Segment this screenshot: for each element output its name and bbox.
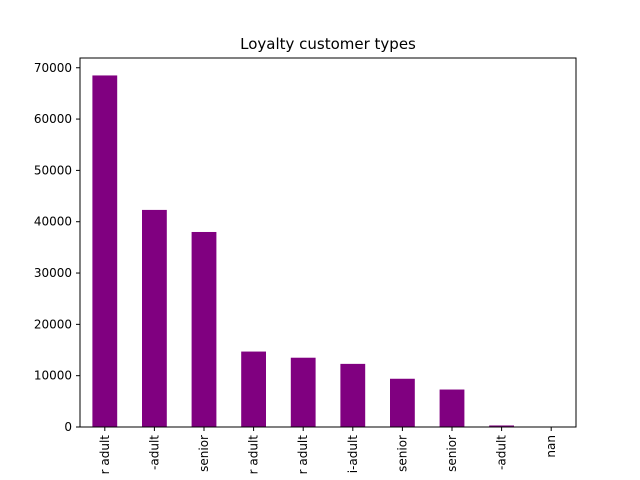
- bar: [191, 231, 217, 427]
- bars-group: [92, 75, 514, 428]
- x-tick-label: i-adult: [346, 435, 360, 474]
- x-tick-label: senior: [197, 435, 211, 472]
- x-tick-label: senior: [395, 435, 409, 472]
- bar: [241, 351, 266, 427]
- bar: [439, 389, 465, 427]
- bar: [290, 357, 316, 427]
- plot-frame: [79, 57, 577, 428]
- chart-title: Loyalty customer types: [240, 35, 416, 53]
- x-tick-label: r adult: [98, 435, 112, 475]
- bar: [390, 378, 415, 427]
- bar: [340, 363, 366, 427]
- bar: [142, 209, 167, 427]
- x-tick-label: nan: [544, 435, 558, 458]
- x-tick-label: -adult: [495, 435, 509, 470]
- x-tick-label: r adult: [247, 435, 261, 475]
- y-tick-label: 30000: [34, 266, 72, 280]
- y-tick-label: 20000: [34, 317, 72, 331]
- x-axis: r adult -adult senior r adult r adult i-adult…: [98, 427, 558, 474]
- y-tick-label: 50000: [34, 163, 72, 177]
- bar: [489, 425, 514, 427]
- x-tick-label: -adult: [147, 435, 161, 470]
- bar: [92, 75, 118, 428]
- y-tick-label: 0: [64, 420, 72, 434]
- y-tick-label: 70000: [34, 61, 72, 75]
- x-tick-label: r adult: [296, 435, 310, 475]
- y-tick-label: 60000: [34, 112, 72, 126]
- y-tick-label: 40000: [34, 215, 72, 229]
- y-axis: 0 10000 20000 30000 40000 50000 60000 70000: [34, 61, 80, 434]
- x-tick-label: senior: [445, 435, 459, 472]
- y-tick-label: 10000: [34, 369, 72, 383]
